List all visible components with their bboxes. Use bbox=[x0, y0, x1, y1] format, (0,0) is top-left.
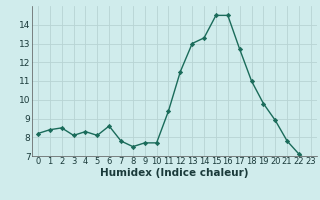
X-axis label: Humidex (Indice chaleur): Humidex (Indice chaleur) bbox=[100, 168, 249, 178]
